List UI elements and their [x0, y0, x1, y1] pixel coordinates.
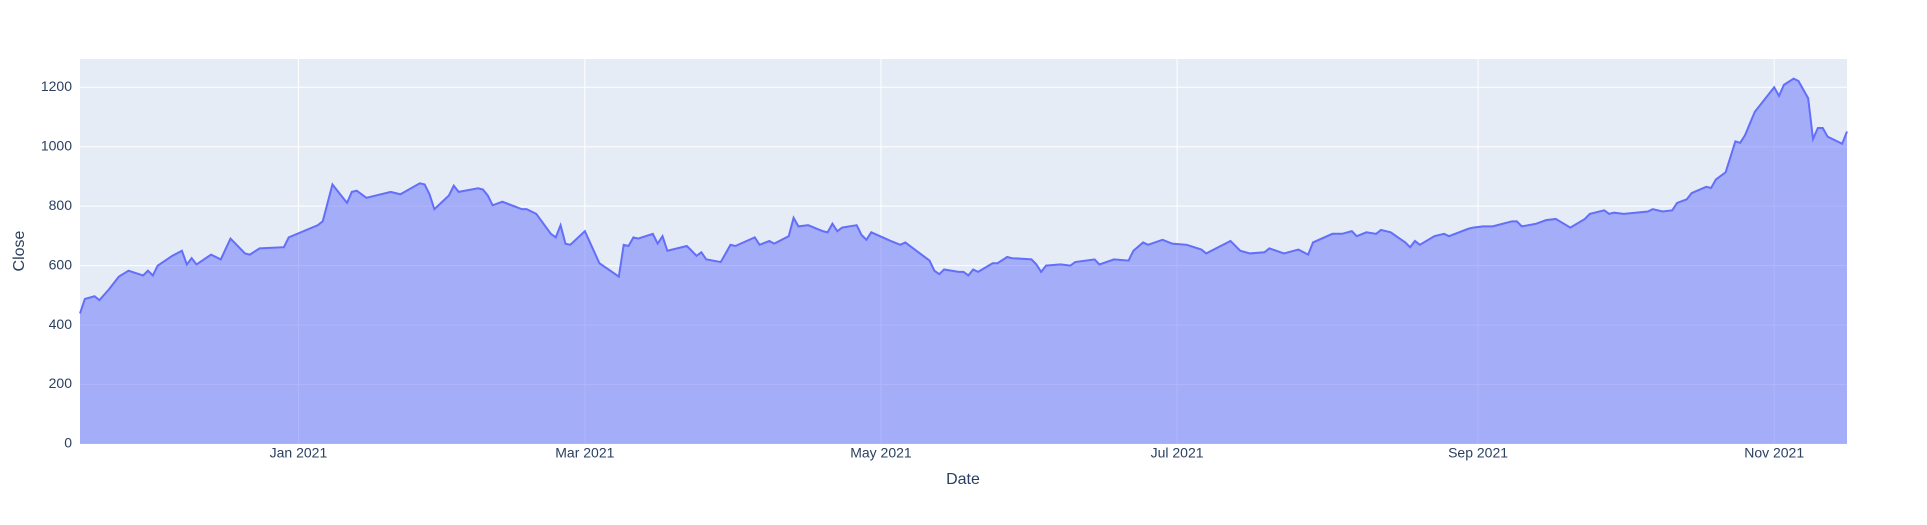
x-tick-label: Mar 2021 — [555, 445, 614, 461]
y-axis-title: Close — [11, 230, 28, 271]
x-tick-label: Nov 2021 — [1744, 445, 1804, 461]
y-tick-label: 0 — [64, 435, 72, 451]
y-tick-label: 1000 — [41, 137, 72, 153]
area-fill — [80, 78, 1847, 445]
x-tick-label: Sep 2021 — [1448, 445, 1508, 461]
y-tick-label: 200 — [49, 375, 73, 391]
y-tick-label: 400 — [49, 316, 73, 332]
y-tick-label: 600 — [49, 256, 73, 272]
x-tick-label: May 2021 — [850, 445, 912, 461]
area-line — [79, 77, 1848, 314]
y-tick-label: 1200 — [41, 78, 72, 94]
x-axis-title: Date — [946, 471, 980, 488]
y-tick-label: 800 — [49, 197, 73, 213]
x-tick-label: Jul 2021 — [1151, 445, 1204, 461]
x-tick-label: Jan 2021 — [270, 445, 328, 461]
